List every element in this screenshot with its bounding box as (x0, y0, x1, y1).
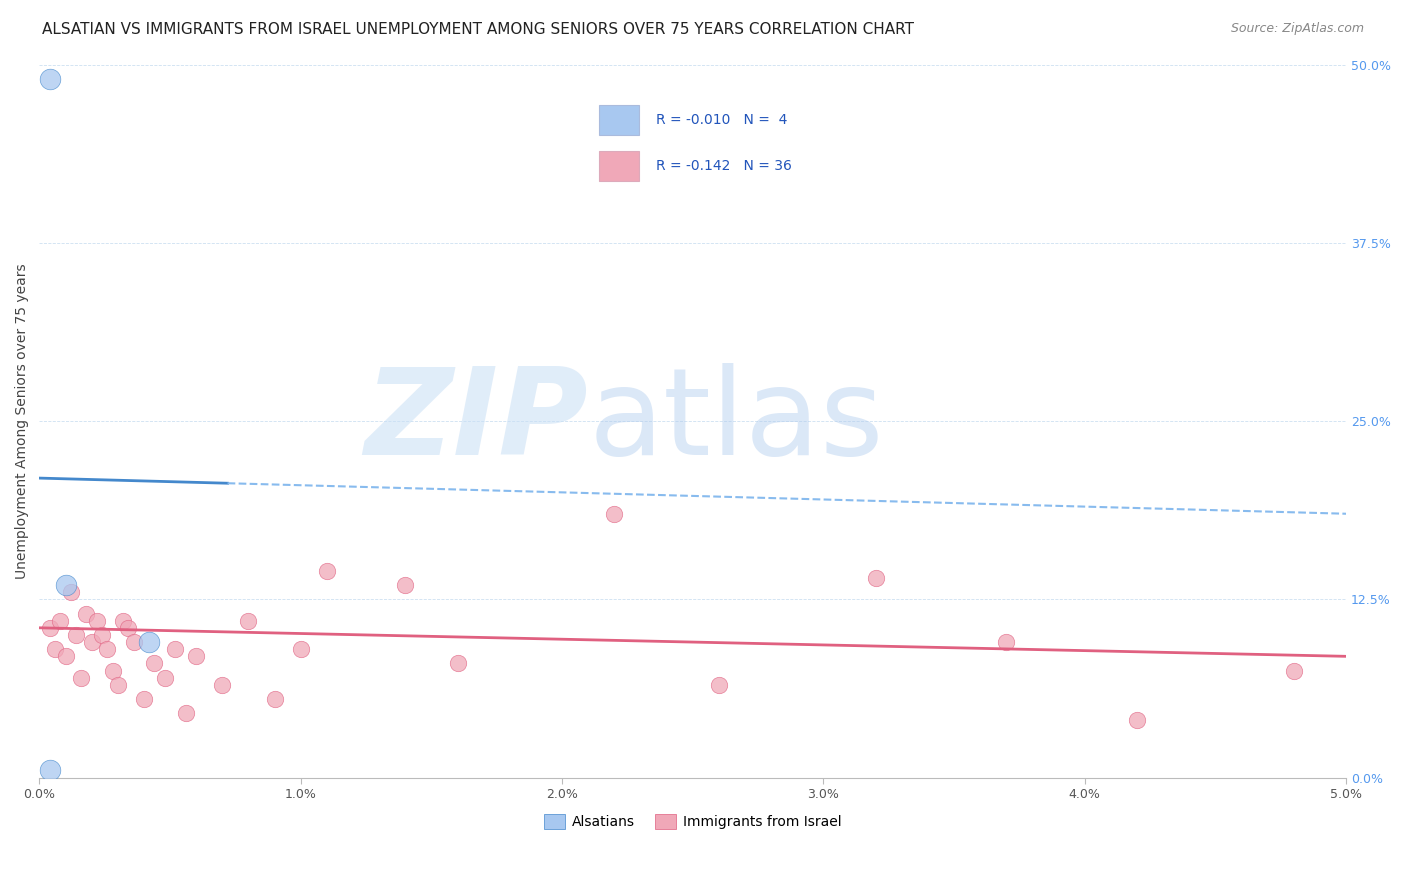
Text: atlas: atlas (588, 362, 884, 480)
Point (101, 664, 124, 678)
Point (70, 671, 93, 685)
Point (186, 649, 208, 664)
Point (153, 671, 176, 685)
Point (394, 578, 416, 592)
Point (211, 678, 233, 692)
Point (55, 649, 77, 664)
Point (49, 614, 72, 628)
Point (44, 642, 66, 657)
Point (91, 628, 114, 642)
Point (55, 578, 77, 592)
Point (107, 678, 129, 692)
Point (138, 635, 160, 649)
Point (707, 678, 730, 692)
Point (238, 614, 260, 628)
Point (117, 621, 139, 635)
Y-axis label: Unemployment Among Seniors over 75 years: Unemployment Among Seniors over 75 years (15, 263, 30, 579)
Point (38, 71, 60, 86)
Legend: Alsatians, Immigrants from Israel: Alsatians, Immigrants from Israel (538, 809, 848, 835)
Point (122, 635, 145, 649)
Point (290, 642, 312, 657)
Point (165, 642, 187, 657)
Point (446, 657, 468, 671)
Point (316, 564, 339, 578)
Point (59, 585, 82, 599)
Point (1126, 714, 1149, 728)
Point (132, 692, 155, 706)
Point (143, 657, 166, 671)
Point (38, 621, 60, 635)
Point (263, 692, 285, 706)
Point (38, 764, 60, 778)
Text: Source: ZipAtlas.com: Source: ZipAtlas.com (1230, 22, 1364, 36)
Text: ZIP: ZIP (364, 362, 588, 480)
Point (65, 628, 87, 642)
Point (603, 507, 626, 521)
Point (174, 706, 197, 721)
Point (1282, 664, 1305, 678)
Point (75, 607, 97, 621)
Point (86, 614, 108, 628)
Text: ALSATIAN VS IMMIGRANTS FROM ISRAEL UNEMPLOYMENT AMONG SENIORS OVER 75 YEARS CORR: ALSATIAN VS IMMIGRANTS FROM ISRAEL UNEMP… (42, 22, 914, 37)
Point (80, 635, 103, 649)
Point (995, 635, 1018, 649)
Point (96, 642, 118, 657)
Point (865, 571, 887, 585)
Point (112, 614, 135, 628)
